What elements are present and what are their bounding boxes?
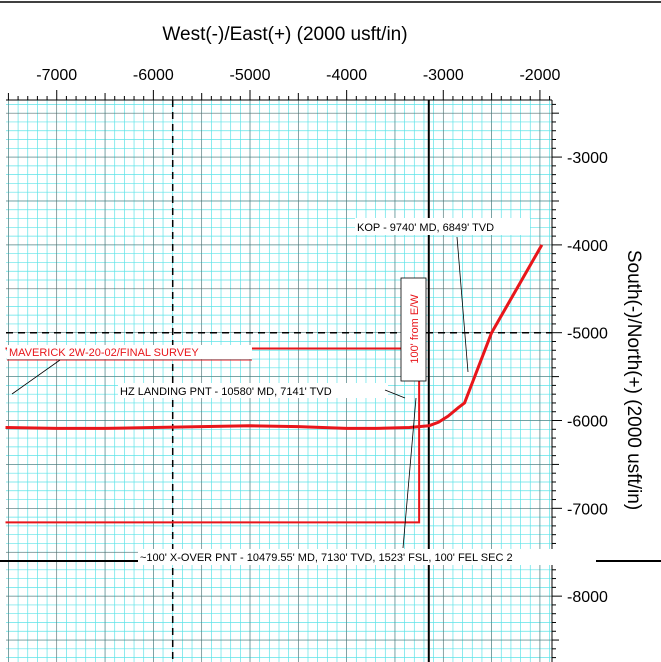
y-tick-label: -4000 (567, 238, 608, 255)
offset-label-box (400, 277, 427, 382)
x-tick-label: -2000 (519, 67, 560, 84)
y-tick-label: -3000 (567, 150, 608, 167)
series-label: MAVERICK 2W-20-02/FINAL SURVEY (9, 347, 199, 359)
series-label-box (7, 345, 252, 359)
hz-leader (384, 389, 406, 399)
x-tick-label: -6000 (133, 67, 174, 84)
annotations: KOP - 9740' MD, 6849' TVD MAVERICK 2W-20… (7, 218, 596, 565)
xover-leader (402, 397, 417, 549)
series-line (5, 244, 544, 430)
offset-label: 100' from E/W (409, 294, 421, 364)
y-tick-label: -5000 (567, 326, 608, 343)
xover-annotation-box (138, 549, 596, 565)
hz-landing-annotation: HZ LANDING PNT - 10580' MD, 7141' TVD (120, 386, 332, 398)
grid (6, 100, 552, 662)
hz-annotation-box (118, 383, 388, 398)
reference-lines (0, 100, 661, 662)
x-tick-label: -4000 (326, 67, 367, 84)
kop-leader (456, 236, 469, 373)
x-tick-label: -3000 (423, 67, 464, 84)
x-tick-label: -7000 (36, 67, 77, 84)
y-axis-title: South(-)/North(+) (2000 usft/in) (623, 250, 644, 510)
kop-annotation-box (355, 218, 530, 235)
x-axis-title: West(-)/East(+) (2000 usft/in) (162, 24, 407, 45)
axes: -7000 -6000 -5000 -4000 -3000 -2000 -3000 -4000… (6, 67, 608, 662)
y-tick-label: -8000 (567, 589, 608, 606)
series-label-leader (11, 359, 61, 395)
lease-line (5, 347, 421, 524)
xover-annotation: ~100' X-OVER PNT - 10479.55' MD, 7130' T… (140, 552, 513, 564)
x-tick-label: -5000 (230, 67, 271, 84)
y-tick-label: -6000 (567, 414, 608, 431)
kop-annotation: KOP - 9740' MD, 6849' TVD (357, 222, 494, 234)
y-tick-label: -7000 (567, 501, 608, 518)
